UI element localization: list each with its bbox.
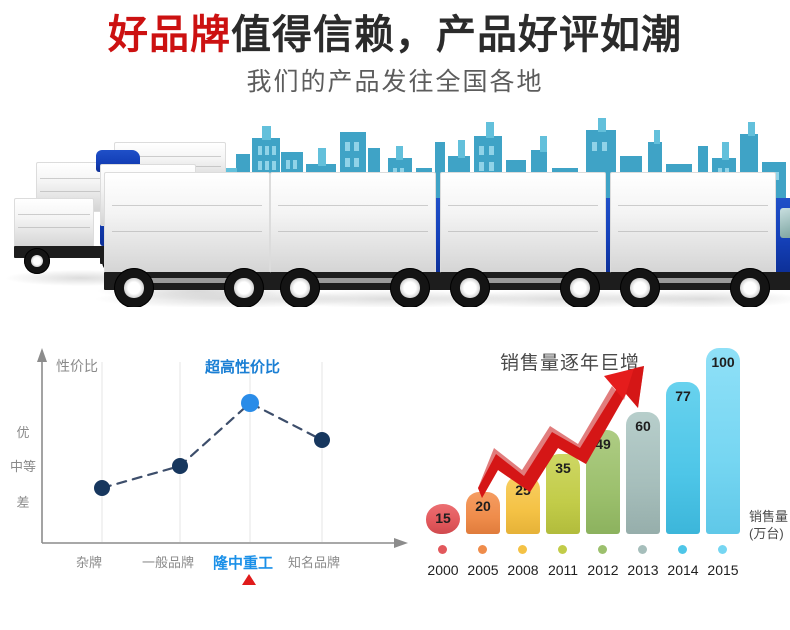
bar-value-2013: 60 (635, 418, 651, 434)
line-chart-axis-caption: 性价比 (56, 358, 98, 374)
xtick-label-2014: 2014 (667, 562, 699, 578)
truck-wheel (450, 268, 490, 307)
truck-skirt (650, 278, 738, 283)
data-point-yibanpinpai[interactable] (172, 458, 188, 474)
bar-2015[interactable]: 100 (706, 348, 740, 534)
bar-value-2014: 77 (675, 388, 691, 404)
data-point-zhimingpinpai[interactable] (314, 432, 330, 448)
page-title: 好品牌值得信赖，产品好评如潮 (0, 10, 790, 60)
bar-chart-title: 销售量逐年巨增 (499, 353, 640, 374)
xtick-label-2008: 2008 (507, 562, 539, 578)
page-header: 好品牌值得信赖，产品好评如潮 我们的产品发往全国各地 (0, 0, 790, 100)
truck-cargo-box (610, 172, 776, 274)
truck-wheel (730, 268, 770, 307)
bar-2012[interactable]: 49 (586, 430, 620, 534)
truck-cargo-box (440, 172, 606, 274)
truck-wheel (114, 268, 154, 307)
xtick-label-yibanpinpai: 一般品牌 (142, 555, 195, 570)
headline-red-part: 好品牌 (108, 13, 231, 57)
ytick-label-medium: 中等 (9, 459, 36, 474)
bar-value-2008: 25 (515, 482, 531, 498)
xtick-label-2012: 2012 (587, 562, 619, 578)
xtick-label-2015: 2015 (707, 562, 739, 578)
delivery-trucks-banner (0, 112, 790, 307)
truck-wheel (560, 268, 600, 307)
ytick-label-excellent: 优 (16, 425, 30, 440)
annual-sales-bar-chart: 销售量逐年巨增 15 20 25 35 49 60 77 100 (420, 330, 790, 630)
xtick-label-zapai: 杂牌 (76, 555, 103, 570)
xtick-label-2013: 2013 (627, 562, 659, 578)
truck-window (780, 208, 790, 238)
truck-wheel (280, 268, 320, 307)
bar-chart-legend: 销售量 (万台) (749, 508, 788, 542)
ytick-label-poor: 差 (16, 495, 30, 510)
truck-cargo-box (270, 172, 436, 274)
truck-wheel (390, 268, 430, 307)
legend-dot-2011 (558, 545, 567, 554)
charts-section: 性价比 超高性价比 优 中等 差 杂牌 一般品牌 隆中重工 知名品牌 销售量逐年… (0, 330, 790, 630)
bar-value-2015: 100 (711, 354, 735, 370)
bar-value-2011: 35 (555, 460, 571, 476)
truck-wheel (620, 268, 660, 307)
bar-2011[interactable]: 35 (546, 454, 580, 534)
line-chart-annotation: 超高性价比 (205, 359, 281, 376)
bar-value-2000: 15 (435, 510, 451, 526)
xtick-label-2005: 2005 (467, 562, 499, 578)
data-point-longzhong[interactable] (241, 394, 259, 412)
cost-performance-line-chart: 性价比 超高性价比 优 中等 差 杂牌 一般品牌 隆中重工 知名品牌 (0, 330, 420, 630)
legend-dot-2000 (438, 545, 447, 554)
legend-dot-2015 (718, 545, 727, 554)
truck-skirt (310, 278, 398, 283)
legend-dot-2005 (478, 545, 487, 554)
bar-2008[interactable]: 25 (506, 476, 540, 534)
line-chart-axes (37, 348, 408, 548)
xtick-label-2000: 2000 (427, 562, 459, 578)
truck-cargo-box (14, 198, 94, 248)
truck-wheel (224, 268, 264, 307)
truck-skirt (480, 278, 568, 283)
bar-2014[interactable]: 77 (666, 382, 700, 534)
legend-unit: (万台) (748, 526, 784, 541)
red-triangle-marker-icon (242, 574, 256, 585)
bar-value-2005: 20 (475, 498, 491, 514)
xtick-label-2011: 2011 (547, 562, 579, 578)
headline-dark-part: 值得信赖，产品好评如潮 (231, 13, 682, 57)
bar-2013[interactable]: 60 (626, 412, 660, 534)
page-subtitle: 我们的产品发往全国各地 (246, 68, 544, 96)
xtick-label-zhimingpinpai: 知名品牌 (288, 555, 341, 570)
bar-2000[interactable]: 15 (426, 504, 460, 534)
legend-title: 销售量 (748, 509, 788, 524)
truck-cargo-box (104, 172, 270, 274)
legend-dot-2014 (678, 545, 687, 554)
xtick-label-longzhong: 隆中重工 (213, 555, 274, 572)
legend-dot-2013 (638, 545, 647, 554)
truck-6 (602, 140, 790, 307)
legend-dot-2012 (598, 545, 607, 554)
bar-2005[interactable]: 20 (466, 492, 500, 534)
data-point-zapai[interactable] (94, 480, 110, 496)
legend-dot-2008 (518, 545, 527, 554)
bar-value-2012: 49 (595, 436, 611, 452)
truck-wheel (24, 248, 50, 274)
truck-skirt (144, 278, 232, 283)
